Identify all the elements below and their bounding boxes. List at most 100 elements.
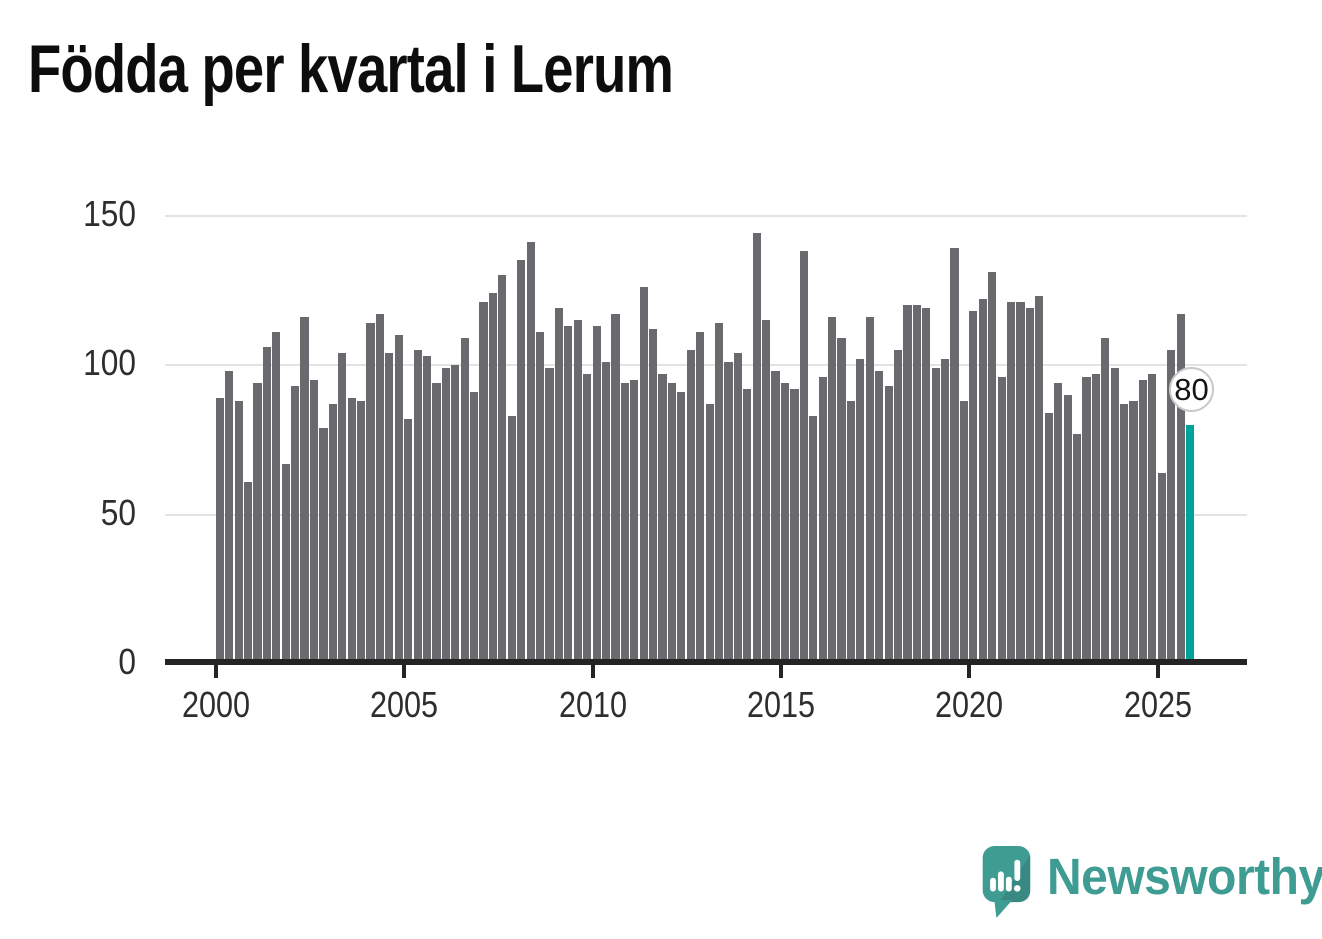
bar <box>828 317 837 664</box>
bar <box>1072 433 1082 664</box>
x-axis-line <box>165 659 1247 665</box>
bar <box>545 367 554 664</box>
x-axis-tick-label: 2015 <box>746 684 815 725</box>
bar <box>620 382 629 664</box>
y-axis-tick-label: 50 <box>100 491 136 533</box>
bar <box>451 365 460 664</box>
bar <box>875 370 884 664</box>
bar <box>724 362 733 664</box>
bar <box>799 251 808 664</box>
bar <box>1176 314 1185 664</box>
bar <box>535 332 545 664</box>
bar <box>1035 296 1044 664</box>
bar <box>375 314 385 664</box>
y-axis-tick-label: 100 <box>83 342 136 383</box>
bar <box>611 314 620 664</box>
bar <box>422 356 432 664</box>
bar <box>404 418 413 664</box>
latest-value-label: 80 <box>1169 367 1214 412</box>
bar <box>667 382 677 664</box>
bar <box>733 353 742 664</box>
bar <box>592 326 601 664</box>
bar <box>649 329 658 664</box>
bar <box>677 391 686 664</box>
bar <box>319 427 328 664</box>
bar <box>432 382 441 664</box>
bar <box>460 338 469 664</box>
newsworthy-logo: Newsworthy <box>981 845 1322 925</box>
bar <box>1016 302 1025 664</box>
x-axis-tick-label: 2005 <box>370 684 439 725</box>
bar <box>1148 373 1157 664</box>
bar <box>837 338 846 664</box>
newsworthy-wordmark: Newsworthy <box>1047 848 1322 905</box>
bar <box>969 311 978 664</box>
bar <box>1101 338 1110 664</box>
bar <box>809 415 818 664</box>
bar <box>1082 376 1091 664</box>
bar <box>988 272 997 664</box>
x-axis-tick-label: 2000 <box>181 684 250 725</box>
bar <box>394 335 403 664</box>
bar <box>347 397 356 664</box>
bar <box>253 382 262 664</box>
bar <box>366 323 375 664</box>
x-axis-tick <box>590 665 595 678</box>
bar <box>950 248 959 664</box>
bar <box>1129 400 1138 664</box>
bar <box>262 347 271 664</box>
bar <box>686 350 695 664</box>
x-axis-tick <box>778 665 783 678</box>
bar <box>658 373 667 664</box>
bar <box>441 367 450 664</box>
bar <box>714 323 724 664</box>
y-axis-tick-label: 150 <box>83 192 136 234</box>
bar <box>1063 394 1072 664</box>
bar <box>309 379 319 664</box>
gridline <box>165 364 1247 366</box>
bar <box>385 353 394 664</box>
bar <box>1006 302 1016 664</box>
bar <box>1054 382 1063 664</box>
bar <box>281 463 290 664</box>
bar <box>997 376 1006 664</box>
bar <box>328 403 337 664</box>
bar <box>291 385 300 664</box>
bar <box>479 302 488 664</box>
bar <box>243 481 253 664</box>
bar <box>1167 350 1176 664</box>
bar <box>743 388 752 664</box>
bar-highlighted <box>1185 424 1195 664</box>
x-axis-tick <box>213 665 218 678</box>
bar <box>488 293 498 664</box>
bar <box>338 353 347 664</box>
bar <box>978 299 987 664</box>
speech-bubble-bar-chart-icon <box>982 846 1031 918</box>
bar <box>1044 412 1053 664</box>
bar <box>1120 403 1129 664</box>
chart-title: Födda per kvartal i Lerum <box>28 31 674 107</box>
bar <box>846 400 856 664</box>
bar <box>601 362 611 664</box>
x-axis-tick-label: 2020 <box>935 684 1004 725</box>
bar <box>272 332 281 664</box>
bar <box>780 382 790 664</box>
bar <box>922 308 931 664</box>
bar <box>856 359 865 664</box>
bar <box>225 370 234 664</box>
bar <box>564 326 573 664</box>
bar <box>696 332 705 664</box>
bar <box>1138 379 1148 664</box>
bar <box>1091 373 1100 664</box>
bar <box>357 400 366 664</box>
x-axis-tick <box>402 665 407 678</box>
bar <box>517 260 526 664</box>
bar <box>498 275 507 664</box>
bar <box>1025 308 1034 664</box>
bar <box>959 400 969 664</box>
bar <box>639 287 648 664</box>
bar <box>413 350 422 664</box>
bar <box>630 379 639 664</box>
bar <box>470 391 479 664</box>
